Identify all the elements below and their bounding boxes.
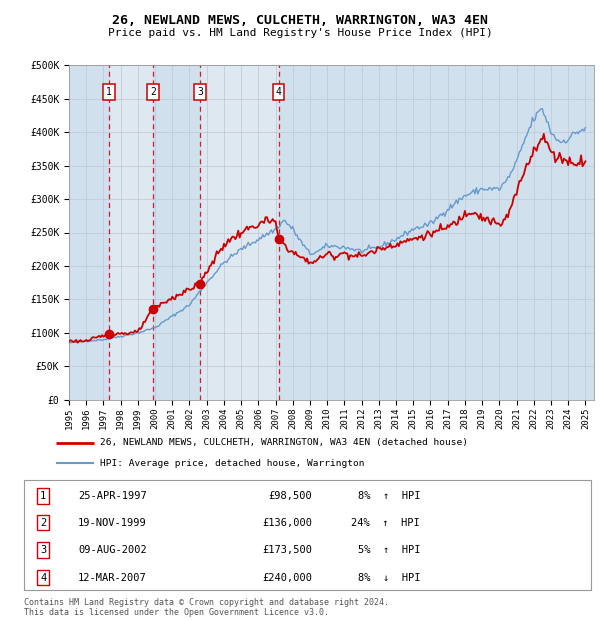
Text: Contains HM Land Registry data © Crown copyright and database right 2024.
This d: Contains HM Land Registry data © Crown c… bbox=[24, 598, 389, 617]
Text: 2: 2 bbox=[40, 518, 46, 528]
Text: £173,500: £173,500 bbox=[262, 545, 312, 555]
Text: £240,000: £240,000 bbox=[262, 573, 312, 583]
Text: HPI: Average price, detached house, Warrington: HPI: Average price, detached house, Warr… bbox=[100, 459, 364, 468]
Text: 19-NOV-1999: 19-NOV-1999 bbox=[78, 518, 147, 528]
Text: 8%  ↑  HPI: 8% ↑ HPI bbox=[358, 491, 420, 501]
Text: Price paid vs. HM Land Registry's House Price Index (HPI): Price paid vs. HM Land Registry's House … bbox=[107, 28, 493, 38]
Text: 1: 1 bbox=[106, 87, 112, 97]
Text: 24%  ↑  HPI: 24% ↑ HPI bbox=[351, 518, 420, 528]
Text: 8%  ↓  HPI: 8% ↓ HPI bbox=[358, 573, 420, 583]
Text: 26, NEWLAND MEWS, CULCHETH, WARRINGTON, WA3 4EN: 26, NEWLAND MEWS, CULCHETH, WARRINGTON, … bbox=[112, 14, 488, 27]
Text: £98,500: £98,500 bbox=[268, 491, 312, 501]
Text: 2: 2 bbox=[150, 87, 156, 97]
Bar bbox=[153, 65, 200, 400]
Text: 5%  ↑  HPI: 5% ↑ HPI bbox=[358, 545, 420, 555]
Text: 3: 3 bbox=[197, 87, 203, 97]
Text: 1: 1 bbox=[40, 491, 46, 501]
Text: 25-APR-1997: 25-APR-1997 bbox=[78, 491, 147, 501]
Text: 4: 4 bbox=[40, 573, 46, 583]
Text: 3: 3 bbox=[40, 545, 46, 555]
Bar bbox=[69, 65, 109, 400]
Bar bbox=[279, 65, 594, 400]
Text: 26, NEWLAND MEWS, CULCHETH, WARRINGTON, WA3 4EN (detached house): 26, NEWLAND MEWS, CULCHETH, WARRINGTON, … bbox=[100, 438, 467, 447]
Text: £136,000: £136,000 bbox=[262, 518, 312, 528]
Text: 12-MAR-2007: 12-MAR-2007 bbox=[78, 573, 147, 583]
Text: 4: 4 bbox=[276, 87, 282, 97]
Text: 09-AUG-2002: 09-AUG-2002 bbox=[78, 545, 147, 555]
